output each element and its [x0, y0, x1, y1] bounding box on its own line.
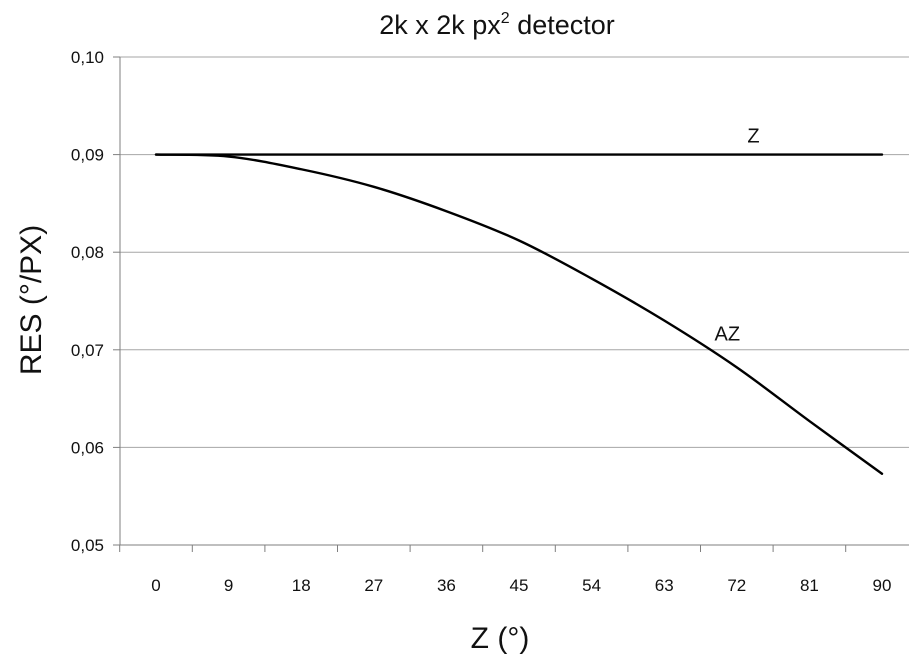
chart-title: 2k x 2k px2 detector — [379, 10, 615, 40]
x-tick-label: 90 — [873, 576, 892, 595]
x-tick-label: 27 — [364, 576, 383, 595]
x-tick-label: 54 — [582, 576, 601, 595]
y-tick-label: 0,10 — [71, 48, 104, 67]
series-lines: Z AZ — [154, 126, 884, 475]
chart-title-superscript: 2 — [501, 10, 510, 27]
y-axis-label: RES (°/PX) — [15, 225, 48, 375]
y-tick-label: 0,05 — [71, 536, 104, 555]
x-tick-label: 36 — [437, 576, 456, 595]
x-tick-label: 81 — [800, 576, 819, 595]
y-tick-label: 0,08 — [71, 243, 104, 262]
y-tick-label: 0,09 — [71, 146, 104, 165]
x-tick-label: 45 — [510, 576, 529, 595]
chart-title-rest: detector — [510, 10, 615, 40]
tick-labels: 0,05 0,06 0,07 0,08 0,09 0,10 0 9 18 27 36 45 54 63 72… — [71, 48, 892, 595]
y-tick-label: 0,07 — [71, 341, 104, 360]
series-label-z: Z — [747, 126, 759, 148]
x-tick-label: 63 — [655, 576, 674, 595]
x-tick-label: 0 — [151, 576, 160, 595]
x-tick-label: 72 — [727, 576, 746, 595]
series-label-az: AZ — [715, 324, 741, 346]
x-axis-label: Z (°) — [471, 622, 530, 655]
gridlines — [120, 56, 909, 448]
x-tick-label: 18 — [292, 576, 311, 595]
series-line-az — [154, 153, 884, 475]
y-tick-label: 0,06 — [71, 438, 104, 457]
axes — [113, 56, 909, 552]
chart-title-main: 2k x 2k px — [379, 10, 501, 40]
x-tick-label: 9 — [224, 576, 233, 595]
